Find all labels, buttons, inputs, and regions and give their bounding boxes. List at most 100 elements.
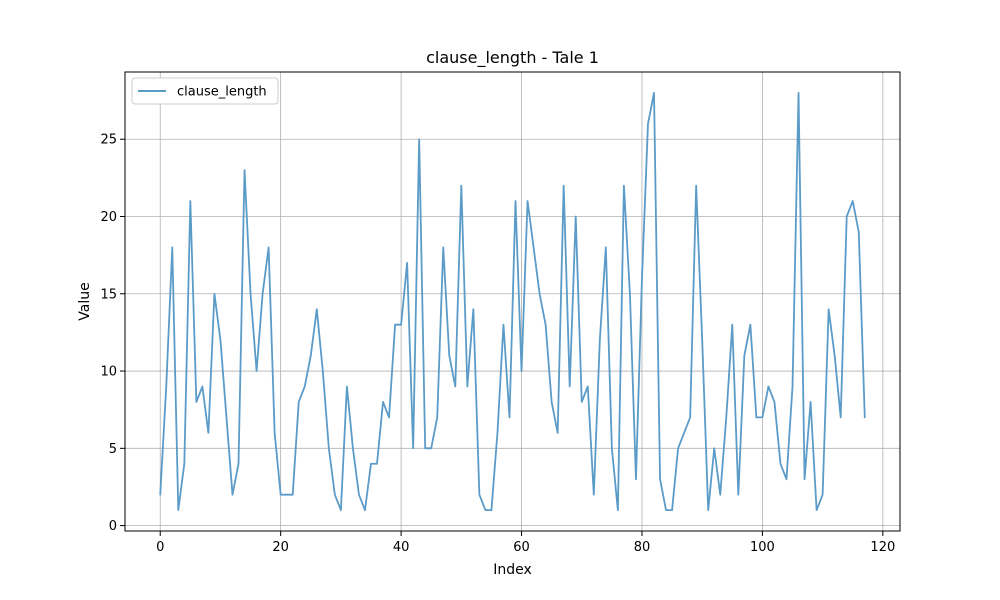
data-point <box>533 247 534 248</box>
data-point <box>822 494 823 495</box>
data-point <box>768 386 769 387</box>
data-point <box>635 479 636 480</box>
data-point <box>455 386 456 387</box>
y-tick-label: 0 <box>109 519 117 534</box>
data-point <box>545 324 546 325</box>
data-point <box>509 417 510 418</box>
data-point <box>720 494 721 495</box>
data-point <box>702 340 703 341</box>
chart-title: clause_length - Tale 1 <box>426 48 599 68</box>
data-point <box>611 448 612 449</box>
data-point <box>503 324 504 325</box>
data-point <box>274 432 275 433</box>
data-point <box>816 510 817 511</box>
data-point <box>563 185 564 186</box>
data-point <box>190 200 191 201</box>
data-point <box>407 262 408 263</box>
data-point <box>617 510 618 511</box>
data-point <box>834 355 835 356</box>
data-point <box>671 510 672 511</box>
data-point <box>160 494 161 495</box>
data-point <box>461 185 462 186</box>
data-point <box>792 386 793 387</box>
plot-frame <box>124 71 901 532</box>
data-point <box>382 401 383 402</box>
data-point <box>521 370 522 371</box>
data-point <box>394 324 395 325</box>
data-point <box>202 386 203 387</box>
data-point <box>425 448 426 449</box>
data-point <box>647 123 648 124</box>
x-tick-label: 80 <box>634 540 651 555</box>
data-point <box>244 170 245 171</box>
data-point <box>298 401 299 402</box>
data-point <box>581 401 582 402</box>
data-point <box>334 494 335 495</box>
y-tick-label: 20 <box>100 210 117 225</box>
data-point <box>629 293 630 294</box>
data-point <box>340 510 341 511</box>
data-point <box>677 448 678 449</box>
data-point <box>292 494 293 495</box>
data-point <box>599 340 600 341</box>
data-point <box>479 494 480 495</box>
data-point <box>810 401 811 402</box>
data-point <box>467 386 468 387</box>
x-tick-label: 20 <box>272 540 289 555</box>
data-point <box>226 417 227 418</box>
data-point <box>370 463 371 464</box>
data-point <box>352 448 353 449</box>
series-layer <box>159 91 866 512</box>
data-point <box>400 324 401 325</box>
data-point <box>798 92 799 93</box>
data-point <box>828 309 829 310</box>
data-point <box>527 200 528 201</box>
data-point <box>497 432 498 433</box>
data-point <box>623 185 624 186</box>
data-point <box>696 185 697 186</box>
data-point <box>659 479 660 480</box>
data-point <box>280 494 281 495</box>
y-tick-label: 10 <box>100 365 117 380</box>
x-tick-label: 0 <box>156 540 164 555</box>
data-point <box>593 494 594 495</box>
data-point <box>714 448 715 449</box>
data-point <box>539 293 540 294</box>
data-point <box>587 386 588 387</box>
data-point <box>364 510 365 511</box>
data-point <box>196 401 197 402</box>
y-axis-label: Value <box>77 282 93 320</box>
data-point <box>864 417 865 418</box>
x-axis-label: Index <box>493 562 532 578</box>
data-point <box>515 200 516 201</box>
data-point <box>184 463 185 464</box>
data-point <box>491 510 492 511</box>
data-point <box>376 463 377 464</box>
data-point <box>346 386 347 387</box>
y-tick-label: 25 <box>100 133 117 148</box>
data-point <box>431 448 432 449</box>
data-point <box>774 401 775 402</box>
data-point <box>316 309 317 310</box>
data-point <box>605 247 606 248</box>
data-point <box>690 417 691 418</box>
data-point <box>569 386 570 387</box>
data-point <box>443 247 444 248</box>
x-tick-label: 60 <box>513 540 530 555</box>
data-point <box>485 510 486 511</box>
data-point <box>732 324 733 325</box>
ticks: 0 20 40 60 80 100 120 0 5 10 15 20 25 <box>100 133 895 555</box>
legend-label-clause-length: clause_length <box>177 85 267 100</box>
data-point <box>557 432 558 433</box>
data-point <box>388 417 389 418</box>
data-point <box>286 494 287 495</box>
data-point <box>786 479 787 480</box>
data-point <box>575 216 576 217</box>
data-point <box>756 417 757 418</box>
data-point <box>744 355 745 356</box>
data-point <box>413 448 414 449</box>
data-point <box>473 309 474 310</box>
data-point <box>858 231 859 232</box>
data-point <box>665 510 666 511</box>
